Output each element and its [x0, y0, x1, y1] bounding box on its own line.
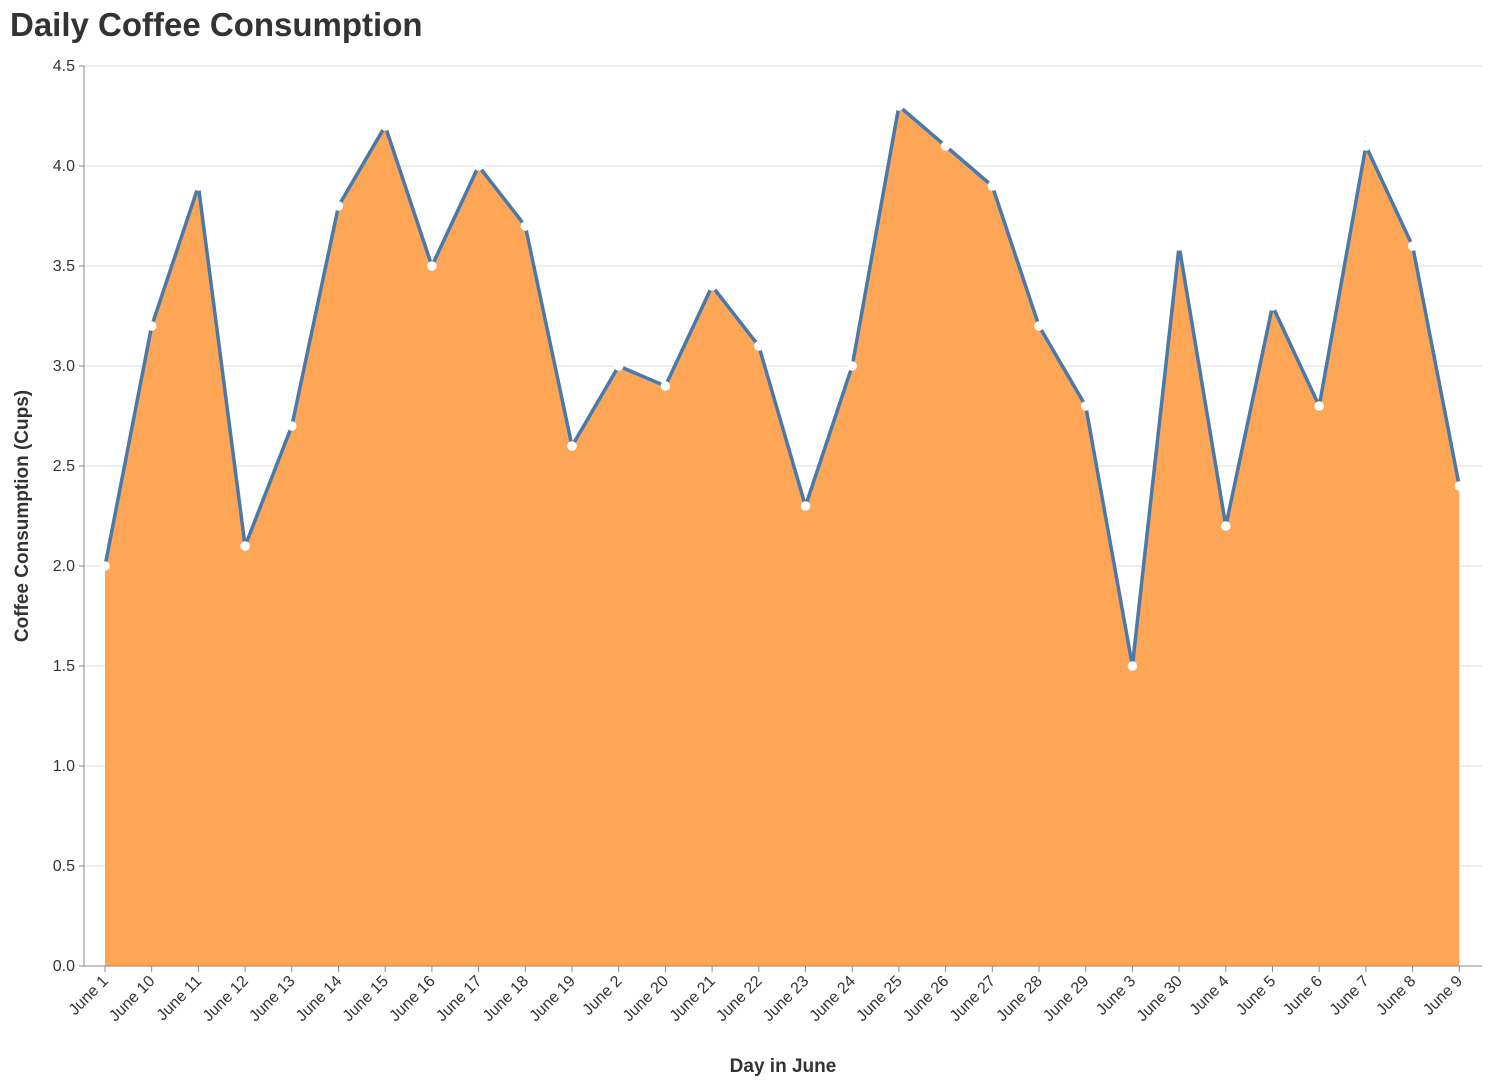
x-tick-label: June 17 — [433, 973, 485, 1025]
y-axis-ticks: 0.0 0.5 1.0 1.5 2.0 2.5 3.0 3.5 4.0 4.5 — [53, 58, 84, 975]
x-tick-label: June 29 — [1040, 973, 1092, 1025]
data-point — [287, 421, 297, 431]
y-axis-title: Coffee Consumption (Cups) — [12, 390, 33, 642]
data-point — [754, 341, 764, 351]
x-tick-label: June 20 — [620, 973, 672, 1025]
data-point — [427, 261, 437, 271]
chart-title: Daily Coffee Consumption — [10, 6, 423, 43]
x-tick-label: June 1 — [66, 973, 112, 1019]
data-point — [847, 361, 857, 371]
x-tick-label: June 13 — [246, 973, 298, 1025]
data-point — [800, 501, 811, 511]
x-tick-label: June 21 — [667, 973, 719, 1025]
data-point — [380, 121, 391, 131]
y-tick-label: 1.0 — [53, 758, 75, 775]
y-tick-label: 1.5 — [53, 658, 75, 675]
x-tick-label: June 3 — [1093, 973, 1139, 1019]
data-point — [567, 441, 577, 451]
data-point — [1174, 241, 1184, 251]
data-point — [1454, 481, 1465, 491]
data-point — [1127, 661, 1138, 671]
axes — [83, 66, 1482, 967]
x-tick-label: June 5 — [1233, 973, 1279, 1019]
data-point — [940, 141, 951, 151]
x-tick-label: June 8 — [1373, 973, 1419, 1019]
data-point — [987, 181, 998, 191]
x-tick-label: June 7 — [1327, 973, 1373, 1019]
data-points — [100, 101, 1465, 671]
data-point — [146, 321, 157, 331]
y-tick-label: 0.5 — [53, 858, 75, 875]
data-point — [1034, 321, 1044, 331]
x-tick-label: June 4 — [1187, 973, 1233, 1019]
data-point — [473, 161, 484, 171]
x-tick-label: June 22 — [713, 973, 765, 1025]
x-tick-label: June 9 — [1420, 973, 1466, 1019]
x-tick-label: June 16 — [386, 973, 438, 1025]
y-tick-label: 0.0 — [53, 958, 75, 975]
x-tick-label: June 28 — [994, 973, 1046, 1025]
x-tick-label: June 24 — [807, 973, 859, 1025]
x-tick-label: June 2 — [580, 973, 626, 1019]
y-tick-label: 3.0 — [53, 358, 75, 375]
x-tick-label: June 6 — [1280, 973, 1326, 1019]
x-tick-label: June 26 — [900, 973, 952, 1025]
x-tick-label: June 25 — [853, 973, 905, 1025]
data-point — [1080, 401, 1091, 411]
y-tick-label: 2.0 — [53, 558, 75, 575]
data-point — [1267, 301, 1278, 311]
data-point — [240, 541, 250, 551]
x-axis-title: Day in June — [730, 1056, 837, 1077]
data-point — [333, 201, 344, 211]
data-point — [520, 221, 531, 231]
data-point — [894, 101, 904, 111]
x-tick-label: June 14 — [293, 973, 345, 1025]
area-series — [103, 102, 1462, 966]
y-tick-label: 4.0 — [53, 158, 75, 175]
data-point — [707, 281, 717, 291]
data-point — [613, 361, 624, 371]
x-tick-label: June 19 — [527, 973, 579, 1025]
x-tick-label: June 27 — [947, 973, 999, 1025]
x-tick-label: June 23 — [760, 973, 812, 1025]
y-tick-label: 3.5 — [53, 258, 75, 275]
x-tick-label: June 10 — [106, 973, 158, 1025]
y-tick-label: 2.5 — [53, 458, 75, 475]
data-point — [1314, 401, 1324, 411]
area-fill — [105, 106, 1460, 966]
x-tick-label: June 12 — [200, 973, 252, 1025]
x-tick-label: June 18 — [480, 973, 532, 1025]
data-point — [193, 181, 204, 191]
data-point — [660, 381, 671, 391]
data-point — [1361, 141, 1371, 151]
data-point — [1221, 521, 1231, 531]
x-tick-label: June 30 — [1134, 973, 1186, 1025]
data-point — [1407, 241, 1418, 251]
x-tick-label: June 15 — [340, 973, 392, 1025]
series-line — [103, 102, 1462, 667]
data-point — [100, 561, 110, 571]
x-tick-label: June 11 — [154, 973, 206, 1025]
y-tick-label: 4.5 — [53, 58, 75, 75]
